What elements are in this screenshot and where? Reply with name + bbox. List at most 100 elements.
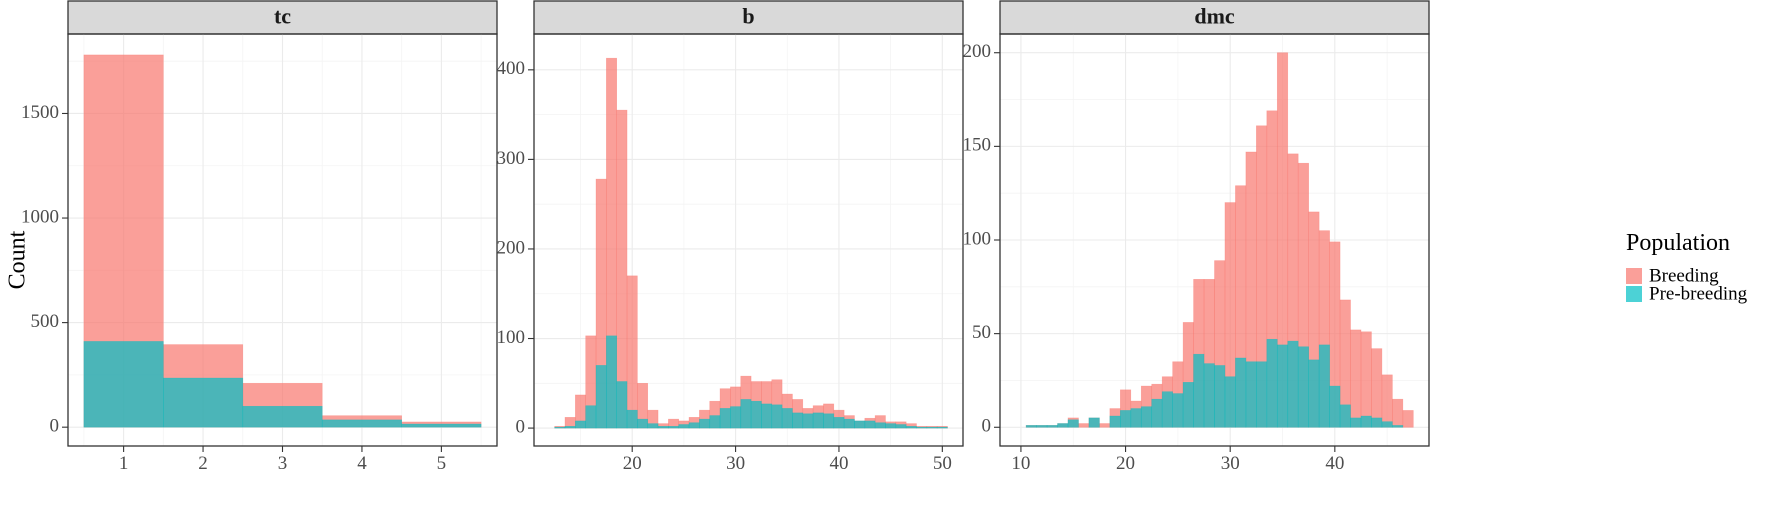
bar-prebreeding-dmc bbox=[1329, 385, 1341, 428]
x-tick-label: 1 bbox=[119, 453, 129, 474]
y-tick-label: 200 bbox=[497, 237, 526, 258]
x-tick-label: 40 bbox=[829, 453, 848, 474]
x-tick-label: 3 bbox=[278, 453, 288, 474]
bar-breeding-dmc bbox=[1350, 329, 1362, 428]
y-tick-label: 0 bbox=[516, 416, 526, 437]
bar-prebreeding-b bbox=[740, 399, 752, 429]
y-tick-label: 400 bbox=[497, 58, 526, 79]
bar-prebreeding-b bbox=[854, 420, 866, 429]
bar-prebreeding-b bbox=[792, 412, 804, 429]
bar-prebreeding-dmc bbox=[1235, 357, 1247, 428]
bar-breeding-dmc bbox=[1381, 374, 1393, 428]
y-tick-label: 0 bbox=[50, 416, 60, 437]
bar-prebreeding-b bbox=[843, 418, 855, 429]
facet-strip-label: b bbox=[742, 4, 754, 29]
bar-prebreeding-dmc bbox=[1287, 340, 1299, 428]
bar-prebreeding-dmc bbox=[1182, 382, 1194, 428]
legend-title: Population bbox=[1626, 230, 1730, 256]
bar-prebreeding-tc bbox=[83, 341, 164, 428]
bar-prebreeding-dmc bbox=[1214, 365, 1226, 428]
bar-prebreeding-dmc bbox=[1371, 417, 1383, 428]
bar-prebreeding-b bbox=[936, 426, 948, 429]
bar-prebreeding-b bbox=[812, 412, 824, 429]
bar-breeding-dmc bbox=[1078, 423, 1090, 428]
bar-prebreeding-b bbox=[771, 404, 783, 429]
x-tick-label: 30 bbox=[726, 453, 745, 474]
bar-prebreeding-b bbox=[626, 409, 638, 429]
bar-breeding-b bbox=[564, 417, 576, 429]
bar-breeding-dmc bbox=[1371, 348, 1383, 428]
y-tick-label: 100 bbox=[963, 228, 992, 249]
bar-prebreeding-dmc bbox=[1297, 346, 1309, 428]
legend-label: Pre-breeding bbox=[1649, 283, 1748, 304]
y-tick-label: 200 bbox=[963, 41, 992, 62]
bar-prebreeding-dmc bbox=[1172, 393, 1184, 428]
y-tick-label: 300 bbox=[497, 148, 526, 169]
y-tick-label: 100 bbox=[497, 327, 526, 348]
legend-label: Breeding bbox=[1649, 265, 1719, 286]
bar-prebreeding-b bbox=[637, 418, 649, 429]
y-tick-label: 1500 bbox=[21, 102, 59, 123]
bar-prebreeding-dmc bbox=[1088, 417, 1100, 428]
x-tick-label: 50 bbox=[933, 453, 952, 474]
facet-strip-label: tc bbox=[274, 4, 291, 29]
bar-prebreeding-tc bbox=[321, 419, 402, 428]
bar-prebreeding-dmc bbox=[1318, 344, 1330, 428]
bar-prebreeding-dmc bbox=[1266, 338, 1278, 428]
bar-prebreeding-b bbox=[668, 425, 680, 429]
bar-breeding-b bbox=[626, 275, 638, 429]
facet-strip bbox=[67, 0, 498, 35]
panel-border bbox=[533, 33, 964, 447]
bar-prebreeding-b bbox=[926, 426, 938, 429]
bar-prebreeding-dmc bbox=[1130, 408, 1142, 428]
bar-prebreeding-dmc bbox=[1276, 344, 1289, 428]
bar-prebreeding-b bbox=[554, 426, 566, 429]
bar-prebreeding-dmc bbox=[1067, 419, 1079, 428]
x-tick-label: 30 bbox=[1221, 453, 1240, 474]
bar-prebreeding-dmc bbox=[1381, 421, 1393, 428]
bar-prebreeding-dmc bbox=[1109, 415, 1121, 428]
bar-prebreeding-b bbox=[864, 420, 876, 429]
bar-prebreeding-b bbox=[895, 424, 907, 429]
bar-prebreeding-b bbox=[575, 420, 586, 429]
bar-prebreeding-dmc bbox=[1360, 415, 1372, 428]
bar-prebreeding-dmc bbox=[1120, 410, 1132, 428]
x-tick-label: 20 bbox=[623, 453, 642, 474]
bar-prebreeding-dmc bbox=[1140, 406, 1153, 428]
bar-prebreeding-b bbox=[761, 403, 773, 429]
x-tick-label: 2 bbox=[198, 453, 208, 474]
bar-prebreeding-b bbox=[916, 426, 928, 429]
bar-prebreeding-b bbox=[688, 422, 700, 429]
bar-prebreeding-dmc bbox=[1036, 425, 1048, 428]
bar-breeding-dmc bbox=[1224, 202, 1236, 428]
bar-prebreeding-dmc bbox=[1057, 423, 1069, 428]
bar-prebreeding-dmc bbox=[1151, 398, 1163, 428]
bar-prebreeding-b bbox=[595, 365, 607, 429]
bar-prebreeding-b bbox=[823, 413, 835, 429]
facet-strip-label: dmc bbox=[1194, 4, 1235, 29]
bar-prebreeding-b bbox=[750, 400, 762, 429]
bar-prebreeding-b bbox=[699, 418, 711, 429]
bar-prebreeding-b bbox=[657, 425, 669, 429]
bar-prebreeding-tc bbox=[242, 405, 323, 428]
bar-prebreeding-dmc bbox=[1245, 361, 1257, 428]
bar-prebreeding-b bbox=[802, 413, 814, 429]
legend-key-pre-breeding bbox=[1626, 286, 1642, 302]
bar-prebreeding-dmc bbox=[1308, 359, 1320, 428]
x-tick-label: 20 bbox=[1116, 453, 1135, 474]
y-axis-title: Count bbox=[5, 230, 31, 289]
panel-b: b 0 100 200 300 400 20 30 40 50 bbox=[497, 0, 964, 474]
bar-prebreeding-b bbox=[709, 415, 721, 429]
bar-prebreeding-b bbox=[874, 422, 886, 429]
bar-prebreeding-dmc bbox=[1025, 425, 1037, 428]
x-tick-label: 5 bbox=[437, 453, 447, 474]
bar-breeding-dmc bbox=[1402, 410, 1414, 428]
bar-prebreeding-dmc bbox=[1224, 376, 1236, 428]
bar-breeding-dmc bbox=[1392, 398, 1404, 428]
y-tick-label: 50 bbox=[972, 322, 991, 343]
bar-prebreeding-tc bbox=[163, 377, 244, 428]
bar-prebreeding-dmc bbox=[1339, 404, 1351, 428]
bar-breeding-b bbox=[637, 383, 649, 429]
